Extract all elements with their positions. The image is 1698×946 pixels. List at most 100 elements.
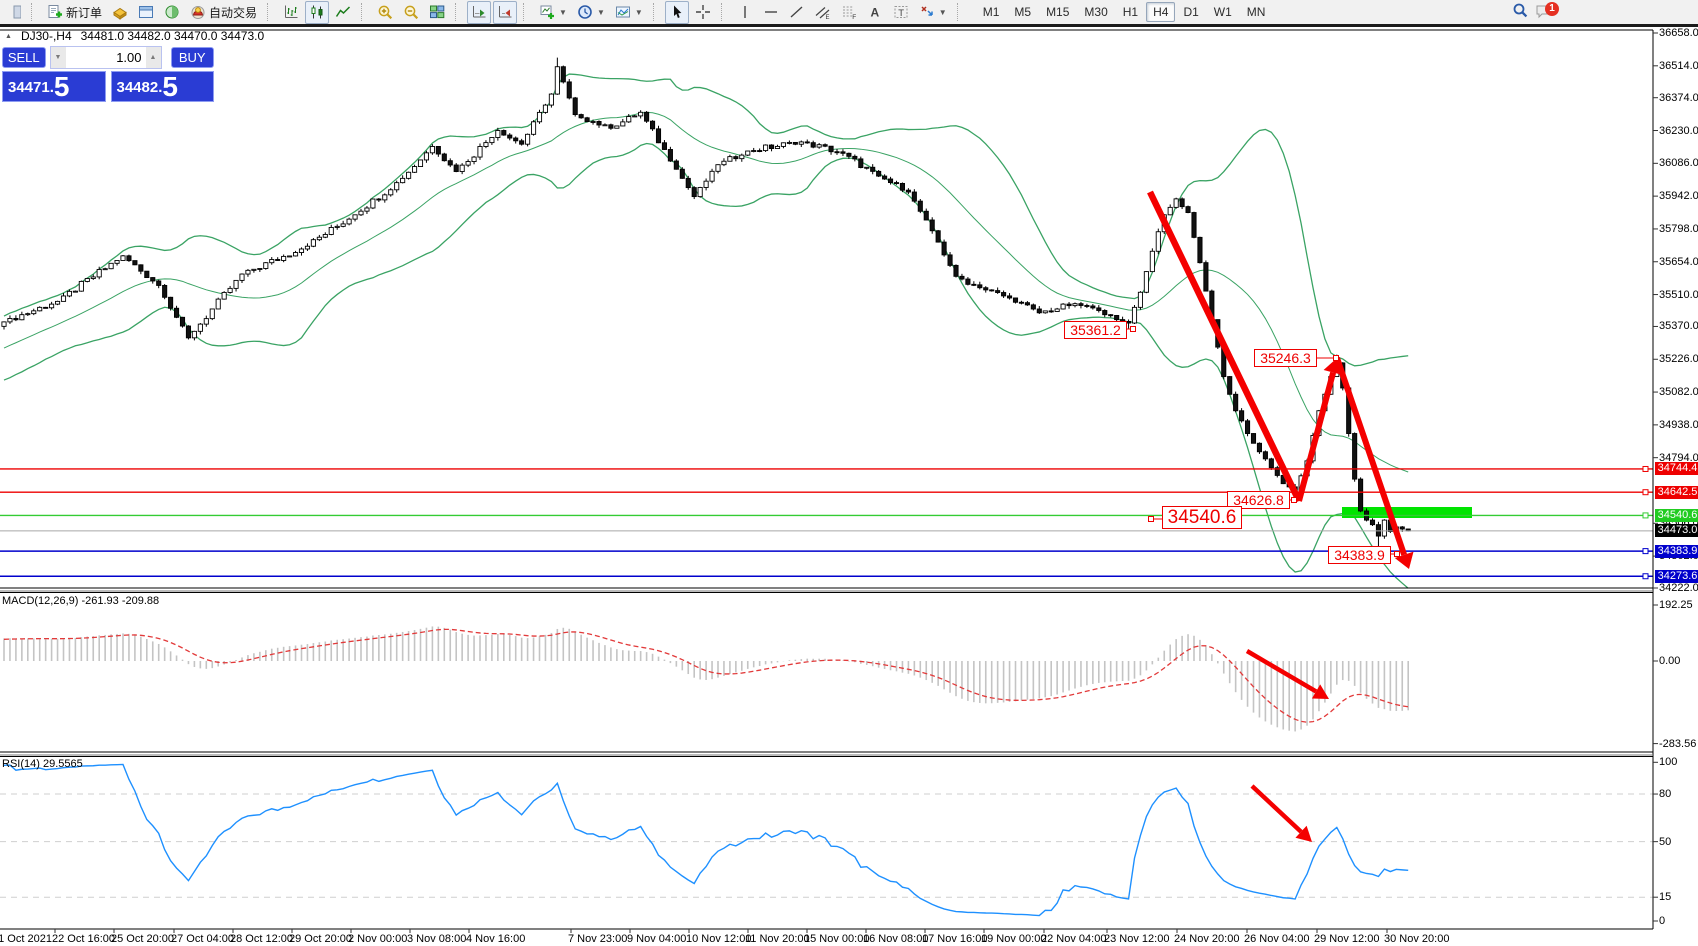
cursor-icon xyxy=(669,4,685,20)
price-badge-34540.6: 34540.6 xyxy=(1655,508,1698,522)
line-chart-button[interactable] xyxy=(331,1,355,24)
navigator-button[interactable] xyxy=(160,1,184,24)
dropdown-arrow-icon[interactable]: ▼ xyxy=(634,7,643,17)
volume-input[interactable] xyxy=(65,47,146,68)
time-axis-label: 17 Nov 16:00 xyxy=(922,933,988,945)
time-axis-label: 9 Nov 04:00 xyxy=(627,933,687,945)
new-chart-icon xyxy=(539,4,555,20)
buy-price-big-digit: 5 xyxy=(162,71,178,102)
price-axis-tick: 34794.0 xyxy=(1659,451,1698,464)
new-order-button[interactable]: 新订单 xyxy=(43,1,106,24)
macd-plot xyxy=(3,626,1409,732)
equidistant-channel-button[interactable]: E xyxy=(811,1,835,24)
one-click-collapse-icon[interactable]: ▲ xyxy=(5,32,12,40)
chart-shift-button[interactable] xyxy=(493,0,518,24)
toolbar-separator xyxy=(652,3,660,21)
dropdown-arrow-icon[interactable]: ▼ xyxy=(938,7,947,17)
sell-price-display[interactable]: 34471. 5 xyxy=(2,71,106,102)
price-axis-tick: 35226.0 xyxy=(1659,353,1698,366)
zoom-in-button[interactable] xyxy=(373,1,397,24)
price-label-annotation[interactable]: 34626.8 xyxy=(1227,491,1290,509)
rsi-indicator-label: RSI(14) 29.5565 xyxy=(2,758,83,770)
trend-arrows[interactable] xyxy=(1147,190,1414,842)
time-axis-label: 27 Oct 04:00 xyxy=(171,933,234,945)
autotrading-button[interactable]: 自动交易 xyxy=(186,1,261,24)
buy-button[interactable]: BUY xyxy=(170,47,214,68)
text-label-icon: T xyxy=(893,4,909,20)
red-arrow[interactable] xyxy=(1334,357,1407,556)
price-label-annotation[interactable]: 34540.6 xyxy=(1162,506,1242,529)
price-axis-tick: 35942.0 xyxy=(1659,190,1698,203)
red-arrow[interactable] xyxy=(1147,190,1302,503)
time-axis-label: 3 Nov 08:00 xyxy=(407,933,467,945)
volume-increase-button[interactable]: ▲ xyxy=(145,47,161,68)
tile-windows-icon xyxy=(429,4,445,20)
data-window-button[interactable] xyxy=(134,1,158,24)
red-arrow[interactable] xyxy=(1245,649,1318,694)
profiles-icon xyxy=(577,4,593,20)
price-badge-34383.9: 34383.9 xyxy=(1655,544,1698,558)
timeframe-m15-button[interactable]: M15 xyxy=(1046,5,1070,19)
notifications-button[interactable]: 1 xyxy=(1535,1,1559,23)
rsi-axis-tick: 50 xyxy=(1659,835,1672,848)
search-icon[interactable] xyxy=(1512,2,1528,23)
market-watch-button[interactable] xyxy=(108,1,132,24)
time-axis-label: 4 Nov 16:00 xyxy=(466,933,526,945)
trendline-button[interactable] xyxy=(785,1,809,24)
templates-button[interactable]: ▼ xyxy=(611,1,647,24)
red-arrow[interactable] xyxy=(1296,371,1337,502)
time-axis-label: 29 Nov 12:00 xyxy=(1314,933,1380,945)
support-zone-highlight[interactable] xyxy=(1342,507,1472,518)
fibonacci-button[interactable]: F xyxy=(837,1,861,24)
timeframe-h4-button[interactable]: H4 xyxy=(1146,2,1176,22)
main-toolbar: 新订单 自动交易 ▼ ▼ ▼ E F A T ▼ M1 M5 M15 M30 H1 H4 D1 W1 MN 1 xyxy=(0,0,1698,27)
clipped-left-icon xyxy=(5,4,21,20)
symbol-period-label: DJ30-,H4 xyxy=(20,29,72,43)
vertical-line-button[interactable] xyxy=(733,1,757,24)
sell-button[interactable]: SELL xyxy=(2,47,46,68)
bar-chart-button[interactable] xyxy=(279,1,303,24)
rsi-plot xyxy=(0,763,1653,917)
cursor-button[interactable] xyxy=(664,0,689,24)
toolbar-separator xyxy=(31,3,38,21)
time-axis-label: 7 Nov 23:00 xyxy=(568,933,628,945)
crosshair-button[interactable] xyxy=(691,1,715,24)
horizontal-line-button[interactable] xyxy=(759,1,783,24)
svg-text:A: A xyxy=(870,6,879,20)
timeframe-w1-button[interactable]: W1 xyxy=(1213,5,1232,19)
hline-icon xyxy=(763,4,779,20)
panel-frames xyxy=(0,29,1654,930)
chart-title: ▲ DJ30-,H4 34481.0 34482.0 34470.0 34473… xyxy=(5,29,264,43)
candlestick-chart-button[interactable] xyxy=(305,0,330,24)
timeframe-mn-button[interactable]: MN xyxy=(1246,5,1266,19)
auto-scroll-button[interactable] xyxy=(467,0,492,24)
timeframe-m30-button[interactable]: M30 xyxy=(1084,5,1108,19)
timeframe-m1-button[interactable]: M1 xyxy=(982,5,1000,19)
timeframe-m5-button[interactable]: M5 xyxy=(1014,5,1032,19)
price-label-annotation[interactable]: 35361.2 xyxy=(1064,321,1127,339)
dropdown-arrow-icon[interactable]: ▼ xyxy=(559,7,567,17)
price-label-annotation[interactable]: 34383.9 xyxy=(1328,546,1391,564)
tile-windows-button[interactable] xyxy=(425,1,449,24)
rsi-axis-tick: 15 xyxy=(1659,891,1672,904)
volume-decrease-button[interactable]: ▼ xyxy=(50,47,66,68)
timeframe-h1-button[interactable]: H1 xyxy=(1122,5,1139,19)
trendline-icon xyxy=(789,4,805,20)
timeframe-d1-button[interactable]: D1 xyxy=(1183,5,1199,19)
new-chart-button[interactable]: ▼ xyxy=(535,1,571,24)
price-badge-34273.6: 34273.6 xyxy=(1655,569,1698,583)
arrows-figures-button[interactable]: ▼ xyxy=(915,1,951,24)
zoom-out-button[interactable] xyxy=(399,1,423,24)
crosshair-icon xyxy=(695,4,711,20)
price-label-annotation[interactable]: 35246.3 xyxy=(1254,349,1317,367)
dropdown-arrow-icon[interactable]: ▼ xyxy=(596,7,605,17)
text-button[interactable]: A xyxy=(863,1,887,24)
buy-price-display[interactable]: 34482. 5 xyxy=(110,71,214,102)
rsi-axis-tick: 80 xyxy=(1659,788,1672,801)
candlesticks xyxy=(1,57,1411,552)
navigator-icon xyxy=(164,4,180,20)
market-watch-icon xyxy=(112,4,128,20)
red-arrow[interactable] xyxy=(1250,784,1303,834)
profiles-button[interactable]: ▼ xyxy=(573,1,609,24)
text-label-button[interactable]: T xyxy=(889,1,913,24)
